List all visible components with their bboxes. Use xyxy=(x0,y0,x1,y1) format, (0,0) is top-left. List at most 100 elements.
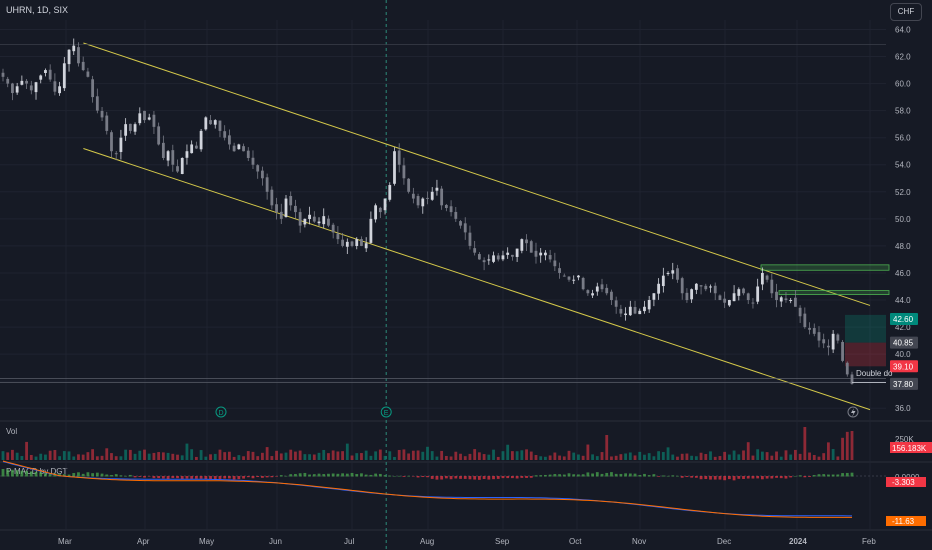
candle-body xyxy=(831,333,835,350)
macd-value-text: -3.303 xyxy=(892,478,915,487)
macd-histogram-bar xyxy=(242,476,245,479)
candle-body xyxy=(72,45,76,52)
macd-histogram-bar xyxy=(312,474,316,477)
price-tick-label: 44.0 xyxy=(895,296,911,305)
candle-body xyxy=(29,85,33,91)
volume-bar xyxy=(355,453,359,460)
macd-histogram-bar xyxy=(360,473,363,477)
time-tick-label: 2024 xyxy=(789,537,807,546)
macd-histogram-bar xyxy=(261,476,264,478)
volume-bar xyxy=(327,453,330,460)
macd-histogram-bar xyxy=(553,474,557,477)
volume-bar xyxy=(124,449,128,460)
candle-body xyxy=(176,166,179,172)
volume-bar xyxy=(298,450,302,460)
macd-histogram-bar xyxy=(779,476,783,479)
candle-body xyxy=(303,218,307,225)
macd-histogram-bar xyxy=(25,471,28,477)
volume-bar xyxy=(600,452,604,460)
volume-bar xyxy=(29,454,33,460)
volume-bar xyxy=(727,454,731,460)
macd-histogram-bar xyxy=(397,475,401,477)
macd-histogram-bar xyxy=(822,474,826,477)
candle-body xyxy=(11,83,14,94)
volume-bar xyxy=(39,453,43,460)
candle-body xyxy=(742,288,745,294)
volume-bar xyxy=(53,450,57,460)
volume-bar xyxy=(595,456,599,460)
macd-histogram-bar xyxy=(454,476,458,479)
macd-histogram-bar xyxy=(506,476,510,479)
candle-body xyxy=(808,327,811,330)
macd-histogram-bar xyxy=(1,469,5,477)
candle-body xyxy=(105,115,109,131)
candle-body xyxy=(477,254,481,260)
candle-body xyxy=(91,79,95,98)
macd-histogram-bar xyxy=(827,474,830,477)
volume-bar xyxy=(845,431,849,460)
candle-body xyxy=(15,86,19,93)
resistance-zone xyxy=(760,264,890,271)
volume-bar xyxy=(407,453,411,460)
candle-body xyxy=(190,144,194,154)
macd-histogram-bar xyxy=(416,476,420,478)
candle-body xyxy=(25,80,28,84)
volume-bar xyxy=(775,451,778,460)
macd-histogram-bar xyxy=(765,476,769,479)
macd-histogram-bar xyxy=(20,470,24,477)
macd-histogram-bar xyxy=(110,474,113,477)
volume-bar xyxy=(586,444,590,460)
macd-histogram-bar xyxy=(520,476,524,478)
candle-body xyxy=(86,71,90,77)
time-tick-label: Feb xyxy=(862,537,876,546)
volume-bar xyxy=(237,455,241,460)
macd-histogram-bar xyxy=(808,476,811,477)
candle-body xyxy=(246,150,250,158)
volume-bar xyxy=(577,454,580,460)
candle-body xyxy=(817,332,821,341)
volume-bar xyxy=(11,449,14,460)
volume-bar xyxy=(661,452,665,460)
macd-signal-box xyxy=(886,516,926,526)
currency-button[interactable]: CHF xyxy=(890,3,922,21)
volume-bar xyxy=(624,453,627,460)
candle-body xyxy=(643,306,646,312)
macd-histogram-bar xyxy=(355,474,359,477)
price-tick-label: 62.0 xyxy=(895,53,911,62)
candle-body xyxy=(388,185,392,200)
price-label-text: 42.60 xyxy=(893,315,914,324)
macd-histogram-bar xyxy=(727,476,731,480)
candle-body xyxy=(709,286,712,288)
candle-body xyxy=(143,110,146,121)
volume-bar xyxy=(643,454,646,460)
macd-histogram-bar xyxy=(289,474,293,477)
macd-histogram-bar xyxy=(562,474,566,477)
macd-histogram-bar xyxy=(614,473,618,477)
macd-histogram-bar xyxy=(737,476,741,479)
candle-body xyxy=(727,300,731,306)
macd-histogram-bar xyxy=(492,476,495,480)
volume-bar xyxy=(746,442,750,460)
macd-signal-text: -11.63 xyxy=(892,517,915,526)
macd-histogram-bar xyxy=(572,474,576,477)
time-tick-label: May xyxy=(199,537,214,546)
volume-bar xyxy=(393,456,396,460)
candle-body xyxy=(765,275,769,280)
candle-body xyxy=(586,290,590,294)
candles-group xyxy=(1,38,854,385)
volume-bar xyxy=(676,456,679,460)
macd-histogram-bar xyxy=(756,476,760,479)
candle-body xyxy=(496,255,500,260)
volume-bar xyxy=(161,452,165,460)
candle-body xyxy=(39,75,43,80)
volume-bar xyxy=(496,456,500,460)
candle-body xyxy=(511,254,514,257)
macd-histogram-bar xyxy=(393,475,396,477)
candle-body xyxy=(770,279,774,294)
macd-histogram-bar xyxy=(119,475,123,477)
macd-histogram-bar xyxy=(534,475,538,477)
candle-body xyxy=(694,283,698,290)
macd-histogram-bar xyxy=(317,473,321,477)
macd-histogram-bar xyxy=(803,476,807,478)
